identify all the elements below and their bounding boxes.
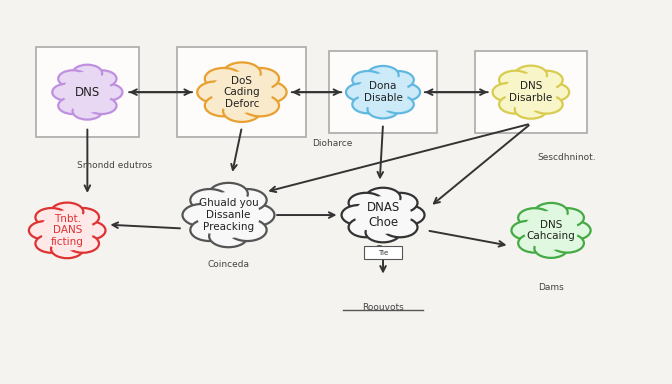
Circle shape — [382, 96, 414, 113]
Circle shape — [73, 103, 102, 120]
Circle shape — [205, 68, 243, 89]
Circle shape — [58, 70, 88, 87]
FancyBboxPatch shape — [329, 51, 437, 134]
Circle shape — [352, 71, 384, 89]
Circle shape — [209, 225, 248, 247]
Text: DNS
Cahcaing: DNS Cahcaing — [527, 220, 575, 241]
Text: Coinceda: Coinceda — [208, 260, 249, 270]
Circle shape — [515, 66, 547, 84]
Circle shape — [499, 71, 532, 89]
Ellipse shape — [355, 196, 411, 234]
Circle shape — [241, 68, 279, 89]
Circle shape — [73, 221, 106, 240]
FancyBboxPatch shape — [177, 47, 306, 137]
Text: Tie: Tie — [378, 250, 388, 256]
Circle shape — [366, 188, 401, 208]
Text: Roouvots: Roouvots — [362, 303, 404, 312]
FancyBboxPatch shape — [364, 246, 402, 259]
FancyBboxPatch shape — [36, 47, 138, 137]
Circle shape — [249, 81, 286, 103]
Circle shape — [518, 233, 552, 253]
Circle shape — [228, 189, 267, 211]
Circle shape — [190, 189, 229, 211]
Ellipse shape — [211, 71, 273, 113]
Circle shape — [390, 205, 425, 225]
Circle shape — [36, 234, 68, 253]
Circle shape — [550, 233, 584, 253]
Circle shape — [382, 193, 417, 213]
Circle shape — [518, 208, 552, 227]
Circle shape — [550, 208, 584, 227]
FancyBboxPatch shape — [475, 51, 587, 134]
Circle shape — [209, 183, 248, 205]
Circle shape — [228, 219, 267, 241]
Circle shape — [366, 222, 401, 242]
Circle shape — [346, 83, 377, 101]
Circle shape — [382, 217, 417, 237]
Circle shape — [197, 81, 235, 103]
Text: Srhondd edutros: Srhondd edutros — [77, 161, 153, 170]
Circle shape — [534, 239, 568, 258]
Text: Tie: Tie — [378, 245, 388, 254]
Circle shape — [515, 100, 547, 119]
Circle shape — [511, 221, 545, 240]
Ellipse shape — [358, 73, 409, 111]
Text: DNAS
Choe: DNAS Choe — [366, 201, 400, 229]
Circle shape — [183, 204, 221, 226]
Circle shape — [499, 95, 532, 114]
Circle shape — [236, 204, 274, 226]
Circle shape — [52, 84, 82, 101]
Ellipse shape — [41, 210, 93, 251]
Text: Ghuald you
Dissanle
Preacking: Ghuald you Dissanle Preacking — [199, 199, 258, 232]
Circle shape — [223, 62, 261, 84]
Circle shape — [341, 205, 376, 225]
Text: Dioharce: Dioharce — [312, 139, 353, 149]
Ellipse shape — [197, 192, 260, 238]
Circle shape — [241, 95, 279, 116]
Circle shape — [87, 70, 116, 87]
Text: Tnbt.
DANS
ficting: Tnbt. DANS ficting — [51, 214, 83, 247]
Circle shape — [382, 71, 414, 89]
Ellipse shape — [505, 73, 557, 111]
Circle shape — [389, 83, 420, 101]
Circle shape — [349, 193, 384, 213]
Circle shape — [223, 101, 261, 122]
Circle shape — [87, 97, 116, 114]
Circle shape — [67, 208, 99, 227]
Circle shape — [205, 95, 243, 116]
Text: DoS
Cading
Deforc: DoS Cading Deforc — [224, 76, 260, 109]
Circle shape — [352, 96, 384, 113]
Circle shape — [190, 219, 229, 241]
Circle shape — [493, 83, 525, 101]
Circle shape — [530, 95, 562, 114]
Circle shape — [349, 217, 384, 237]
Text: Dona
Disable: Dona Disable — [364, 81, 403, 103]
Circle shape — [73, 65, 102, 81]
Circle shape — [67, 234, 99, 253]
Text: Sescdhninot.: Sescdhninot. — [538, 153, 596, 162]
Circle shape — [36, 208, 68, 227]
Circle shape — [51, 203, 83, 221]
Circle shape — [51, 240, 83, 258]
Ellipse shape — [524, 211, 578, 250]
Text: DNS: DNS — [75, 86, 100, 99]
Circle shape — [368, 66, 398, 84]
Ellipse shape — [63, 71, 112, 113]
Circle shape — [557, 221, 591, 240]
Circle shape — [534, 203, 568, 222]
Text: Dams: Dams — [538, 283, 564, 293]
Circle shape — [93, 84, 122, 101]
Circle shape — [368, 101, 398, 118]
Text: DNS
Disarble: DNS Disarble — [509, 81, 552, 103]
Circle shape — [537, 83, 569, 101]
Circle shape — [58, 97, 88, 114]
Circle shape — [29, 221, 61, 240]
Circle shape — [530, 71, 562, 89]
